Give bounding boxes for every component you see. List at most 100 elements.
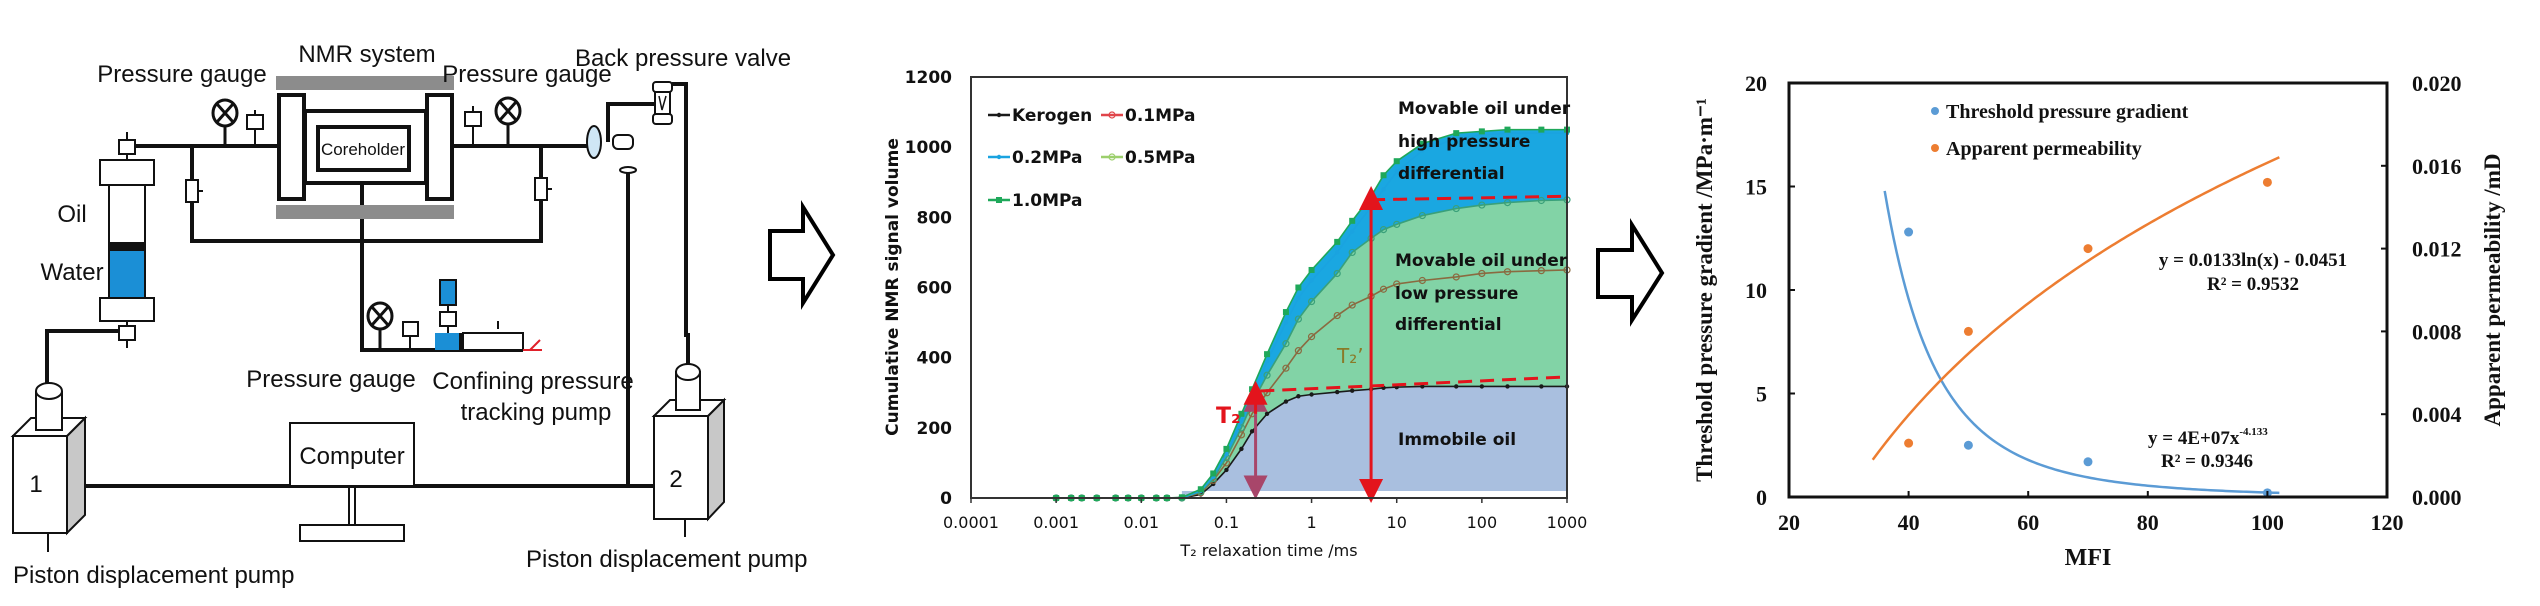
pressure-gauge-right-label: Pressure gauge [442,61,611,88]
x-tick-label: 0.01 [1123,513,1159,532]
legend-label: Apparent permeability [1946,138,2142,160]
confining-pressure-pump [435,279,542,351]
y-right-tick-label: 0.020 [2412,71,2462,96]
region-text: Movable oil under [1398,99,1571,119]
data-point [2262,177,2272,187]
legend-marker-threshold [1931,107,1939,115]
data-point [1335,250,1340,255]
data-point [1479,384,1485,389]
y-tick-label: 600 [917,279,953,299]
data-point [1263,371,1271,379]
pump1-label: Piston displacement pump [13,562,294,589]
data-point [1249,429,1255,434]
computer-label: Computer [299,443,404,470]
x-tick-label: 20 [1778,510,1800,535]
region-text: Movable oil under [1395,251,1568,271]
x-axis-label: MFI [2065,545,2112,571]
data-point [1224,451,1229,457]
pressure-gauge-left-label: Pressure gauge [97,61,266,88]
y-right-tick-label: 0.004 [2412,402,2462,427]
pressure-gauge-icon [211,98,239,146]
arrow-right-icon [1596,218,1665,327]
valve-icon [402,321,419,350]
pump2-line [672,82,690,364]
trendline-permeability [1871,156,2280,461]
data-point [1197,486,1204,493]
valve-icon [118,321,136,348]
data-point [1349,229,1355,234]
computer-icon [289,422,415,542]
data-point [1294,347,1302,355]
pressure-gauge-bottom-label: Pressure gauge [246,366,415,393]
data-point [1223,445,1230,452]
data-point [1295,284,1302,291]
data-point [1503,268,1512,276]
data-point [1505,384,1510,389]
coreholder-box [316,125,411,172]
legend-marker [996,112,1002,118]
log-fit-r2: R² = 0.9532 [2207,274,2299,295]
data-point [1283,320,1289,325]
filter-icon [586,125,602,159]
back-pressure-valve-label: Back pressure valve [575,45,791,72]
legend-label: 0.5MPa [1125,148,1196,168]
data-point [1296,295,1301,301]
flowmeter-icon [612,134,634,150]
t2-label: T₂ [1216,404,1241,429]
data-point [1335,389,1340,395]
data-point [1452,204,1460,213]
pump1-number: 1 [29,471,42,498]
y-left-tick-label: 5 [1756,382,1767,407]
data-point [1418,276,1426,285]
data-point [1454,384,1459,389]
data-point [1504,126,1511,133]
piston-pump-2 [651,363,727,537]
data-point [1963,326,1973,336]
data-point [1307,297,1316,306]
legend-label: Kerogen [1012,106,1092,126]
nmr-magnet-bottom [276,205,454,219]
region-text: low pressure [1395,284,1518,304]
y-right-tick-label: 0.012 [2412,237,2462,262]
nmr-cumulative-chart: 0.0001 0.001 0.01 0.1 1 10 100 1000 0 200 400 600 80… [883,68,1587,560]
legend-label: 1.0MPa [1012,191,1083,211]
y-left-tick-label: 20 [1745,71,1767,96]
data-point [1334,238,1341,245]
legend-item: 1.0MPa [988,191,1083,211]
x-tick-label: 80 [2137,510,2159,535]
data-point [1349,388,1355,393]
y-left-tick-label: 10 [1745,278,1767,303]
coreholder-label: Coreholder [321,140,405,159]
data-point [1282,364,1290,372]
data-point [1904,438,1914,448]
trendline-threshold [1883,190,2280,495]
x-tick-label: 60 [2017,510,2039,535]
data-point [1309,392,1314,397]
legend-label: 0.2MPa [1012,148,1083,168]
region-label-high: Movable oil under high pressure differen… [1398,99,1571,184]
data-point [1478,269,1486,278]
x-tick-label: 40 [1898,510,1920,535]
data-point [1478,201,1486,209]
data-point [1453,130,1460,137]
data-point [1210,470,1217,477]
region-label-low: Movable oil under low pressure different… [1395,251,1568,335]
back-pressure-valve-icon [652,81,673,125]
data-point [1283,399,1289,404]
data-point [1249,386,1256,393]
legend-item: 0.2MPa [988,148,1083,168]
data-point [1296,394,1301,399]
power-fit-r2: R² = 0.9346 [2161,451,2253,472]
y-axis-right-label: Apparent permeability /mD [2480,153,2505,426]
x-tick-label: 1 [1306,513,1316,532]
data-point [1309,278,1314,283]
data-point [1238,410,1245,417]
y-tick-label: 200 [917,419,953,439]
t2-prime-label: T₂’ [1336,344,1364,368]
dashed-line-high [1371,194,1568,202]
data-point [1349,217,1356,224]
data-point [1538,126,1545,133]
pressure-gauge-icon [494,96,522,146]
legend: Kerogen 0.1MPa 0.2MPa 0.5MPa 1.0MPa [988,106,1196,211]
